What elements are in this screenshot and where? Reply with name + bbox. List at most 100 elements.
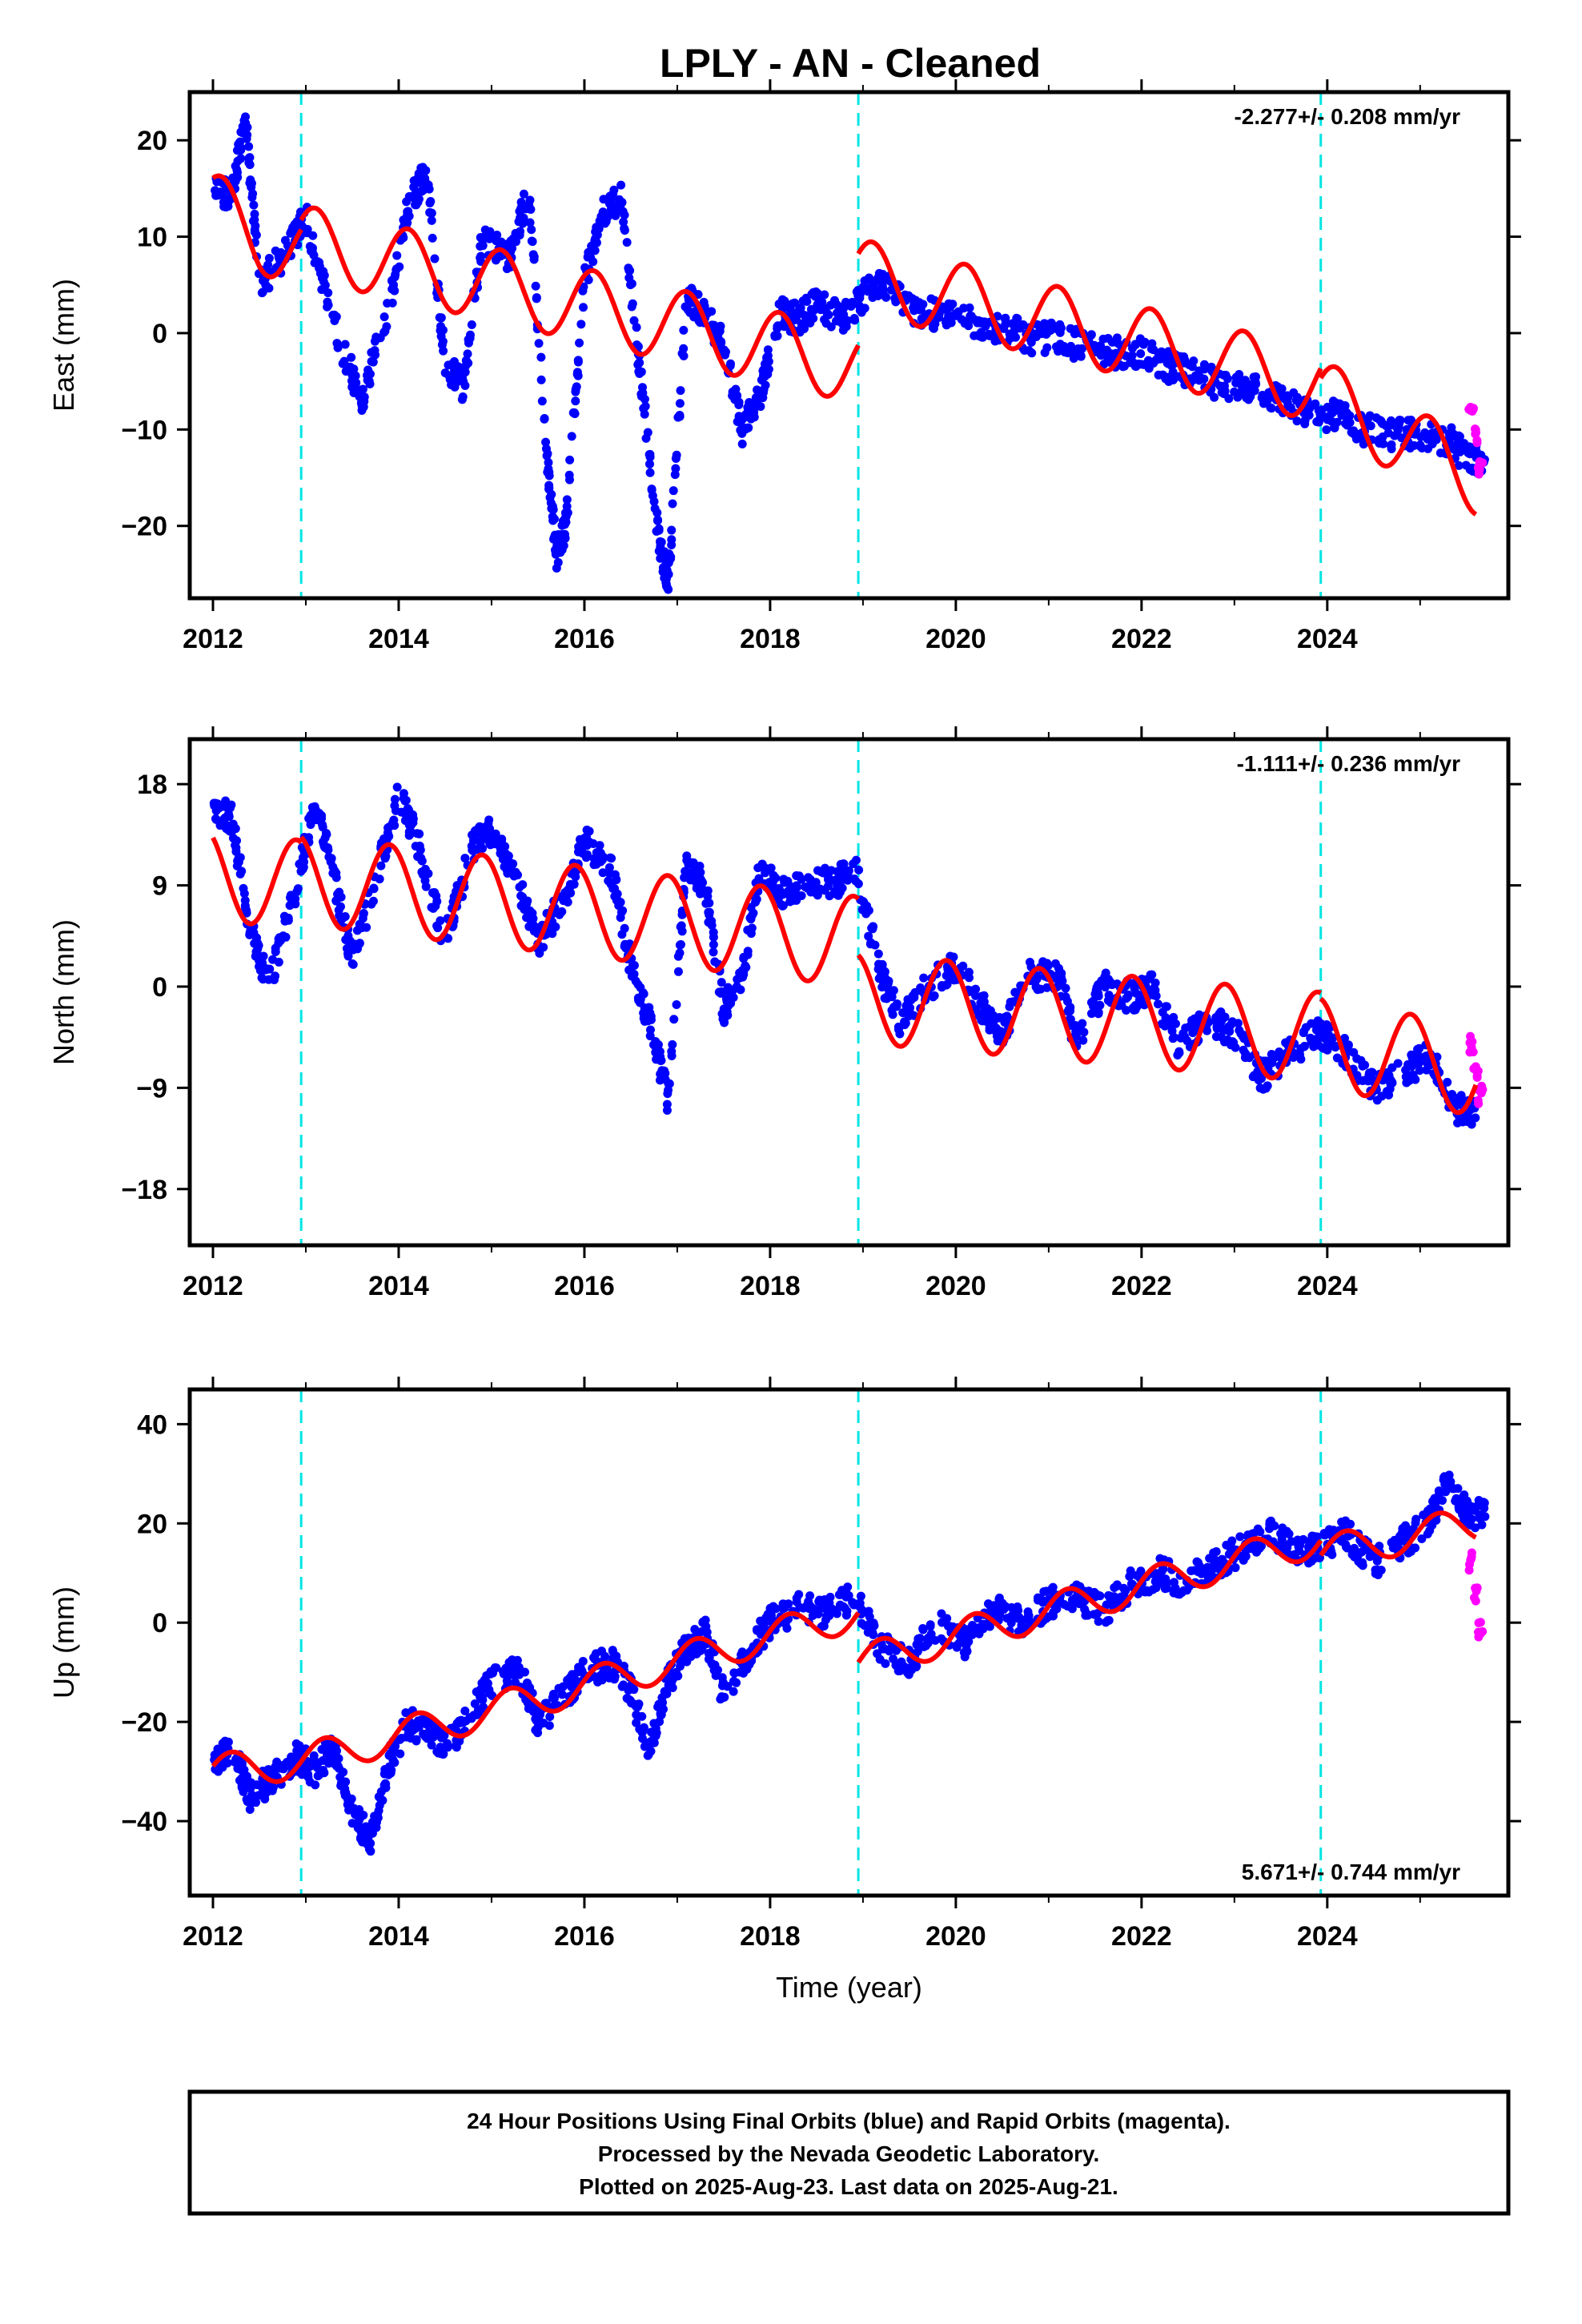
- final-orbit-point: [620, 223, 629, 233]
- final-orbit-point: [629, 1685, 639, 1695]
- final-orbit-point: [1283, 1542, 1292, 1552]
- final-orbit-point: [562, 501, 572, 511]
- final-orbit-point: [558, 1682, 568, 1691]
- final-orbit-point: [264, 253, 274, 263]
- final-orbit-point: [880, 272, 889, 282]
- final-orbit-point: [1387, 441, 1396, 451]
- final-orbit-point: [1343, 1040, 1353, 1050]
- final-orbit-point: [633, 979, 643, 989]
- final-orbit-point: [428, 1732, 438, 1742]
- final-orbit-point: [526, 204, 536, 214]
- final-orbit-point: [576, 320, 586, 329]
- final-orbit-point: [1427, 439, 1437, 448]
- final-orbit-point: [311, 1780, 320, 1790]
- final-orbit-point: [616, 913, 625, 923]
- final-orbit-point: [330, 1742, 339, 1751]
- final-orbit-point: [259, 1790, 269, 1799]
- panel-frame: [187, 1387, 1511, 1898]
- final-orbit-point: [1210, 392, 1219, 402]
- final-orbit-point: [639, 404, 648, 413]
- final-orbit-point: [914, 305, 924, 315]
- final-orbit-point: [520, 1667, 530, 1677]
- y-axis-label: North (mm): [47, 919, 80, 1065]
- final-orbit-point: [388, 283, 398, 292]
- final-orbit-point: [709, 927, 718, 937]
- final-orbit-point: [650, 504, 660, 513]
- final-orbit-point: [1212, 1022, 1222, 1031]
- final-orbit-point: [257, 973, 267, 983]
- final-orbit-point: [1235, 1532, 1245, 1542]
- final-orbit-point: [375, 875, 384, 884]
- final-orbit-point: [404, 830, 414, 840]
- final-orbit-point: [1391, 422, 1401, 432]
- final-orbit-point: [1230, 387, 1239, 396]
- final-orbit-point: [543, 449, 552, 459]
- final-orbit-point: [436, 1743, 445, 1752]
- final-orbit-point: [1359, 440, 1368, 449]
- final-orbit-point: [347, 382, 357, 392]
- final-orbit-point: [667, 525, 677, 535]
- final-orbit-point: [525, 218, 535, 227]
- y-tick-label: 9: [152, 871, 167, 902]
- x-tick-label: 2024: [1297, 1921, 1358, 1952]
- final-orbit-point: [341, 935, 351, 944]
- final-orbit-point: [787, 891, 797, 900]
- final-orbit-point: [228, 173, 238, 183]
- final-orbit-point: [1196, 1566, 1206, 1576]
- final-orbit-point: [231, 841, 240, 850]
- final-orbit-point: [375, 1800, 384, 1810]
- final-orbit-point: [1122, 994, 1131, 1003]
- final-orbit-point: [428, 903, 438, 913]
- final-orbit-point: [365, 380, 375, 389]
- final-orbit-point: [579, 303, 588, 312]
- final-orbit-point: [709, 940, 718, 950]
- final-orbit-point: [739, 1668, 749, 1678]
- final-orbit-point: [567, 432, 576, 441]
- final-orbit-point: [1270, 1052, 1279, 1062]
- final-orbit-point: [745, 398, 754, 408]
- final-orbit-point: [1179, 352, 1189, 362]
- final-orbit-point: [545, 1712, 555, 1722]
- final-orbit-point: [606, 195, 616, 204]
- final-orbit-point: [313, 1771, 323, 1781]
- final-orbit-point: [1424, 432, 1434, 441]
- final-orbit-point: [690, 1625, 700, 1634]
- final-orbit-point: [575, 845, 584, 854]
- final-orbit-point: [570, 409, 580, 419]
- final-orbit-point: [1328, 1033, 1338, 1043]
- rapid-orbit-point: [1472, 1072, 1482, 1082]
- final-orbit-point: [666, 554, 676, 564]
- final-orbit-point: [664, 1079, 673, 1088]
- final-orbit-point: [656, 1051, 665, 1061]
- x-tick-label: 2022: [1111, 624, 1172, 654]
- final-orbit-point: [853, 286, 863, 296]
- final-orbit-point: [1251, 380, 1261, 389]
- final-orbit-point: [701, 1622, 711, 1631]
- final-orbit-point: [798, 296, 808, 306]
- x-tick-label: 2014: [368, 1921, 429, 1952]
- final-orbit-point: [1223, 374, 1232, 384]
- model-fit-line: [299, 1610, 861, 1763]
- final-orbit-point: [1069, 353, 1078, 363]
- final-orbit-point: [617, 930, 627, 939]
- final-orbit-point: [386, 1749, 396, 1759]
- final-orbit-point: [1153, 999, 1162, 1009]
- final-orbit-point: [255, 966, 265, 975]
- final-orbit-point: [252, 947, 262, 956]
- final-orbit-point: [646, 1747, 656, 1756]
- final-orbit-point: [824, 1598, 833, 1608]
- final-orbit-point: [664, 585, 673, 594]
- final-orbit-point: [418, 163, 428, 172]
- y-tick-label: −20: [121, 512, 167, 542]
- final-orbit-point: [241, 903, 251, 913]
- final-orbit-point: [1100, 971, 1110, 981]
- final-orbit-point: [1475, 1514, 1484, 1523]
- final-orbit-point: [561, 517, 571, 527]
- final-orbit-point: [413, 1716, 423, 1726]
- final-orbit-point: [682, 1657, 692, 1667]
- final-orbit-point: [853, 879, 863, 889]
- plot-area: [210, 1389, 1490, 1896]
- final-orbit-point: [452, 1719, 462, 1728]
- final-orbit-point: [746, 929, 756, 939]
- final-orbit-point: [420, 174, 430, 183]
